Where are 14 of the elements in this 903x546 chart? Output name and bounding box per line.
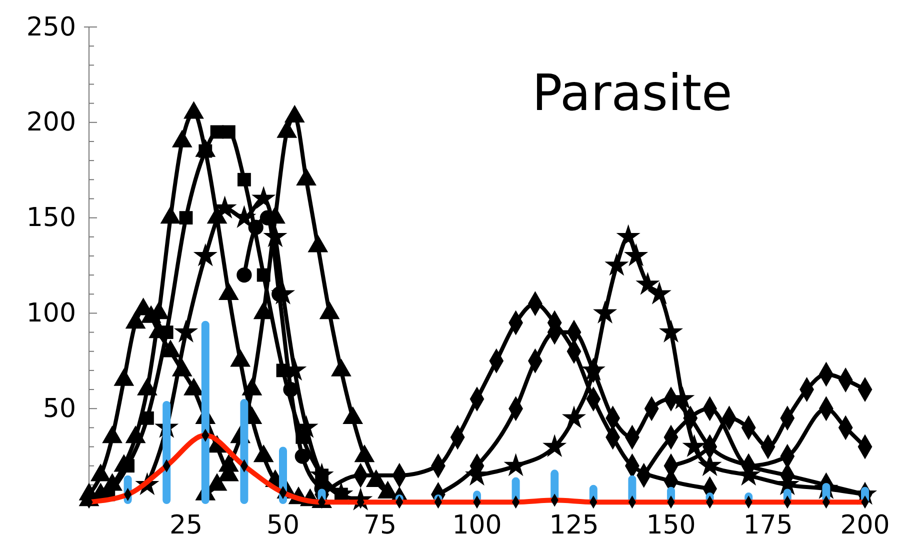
y-tick-label: 200 [26, 108, 76, 138]
x-tick-label: 150 [646, 510, 696, 540]
x-tick-label: 100 [452, 510, 502, 540]
x-tick-label: 50 [266, 510, 300, 540]
x-tick-label: 25 [169, 510, 203, 540]
x-tick-label: 175 [743, 510, 793, 540]
y-tick-label: 150 [26, 203, 76, 234]
y-tick-label: 250 [26, 12, 76, 42]
x-tick-label: 75 [363, 510, 397, 540]
x-tick-label: 200 [840, 510, 890, 540]
x-tick-label: 125 [549, 510, 599, 540]
y-tick-label: 100 [26, 298, 76, 329]
annotation: Parasite [532, 64, 732, 122]
y-tick-label: 50 [42, 394, 76, 424]
